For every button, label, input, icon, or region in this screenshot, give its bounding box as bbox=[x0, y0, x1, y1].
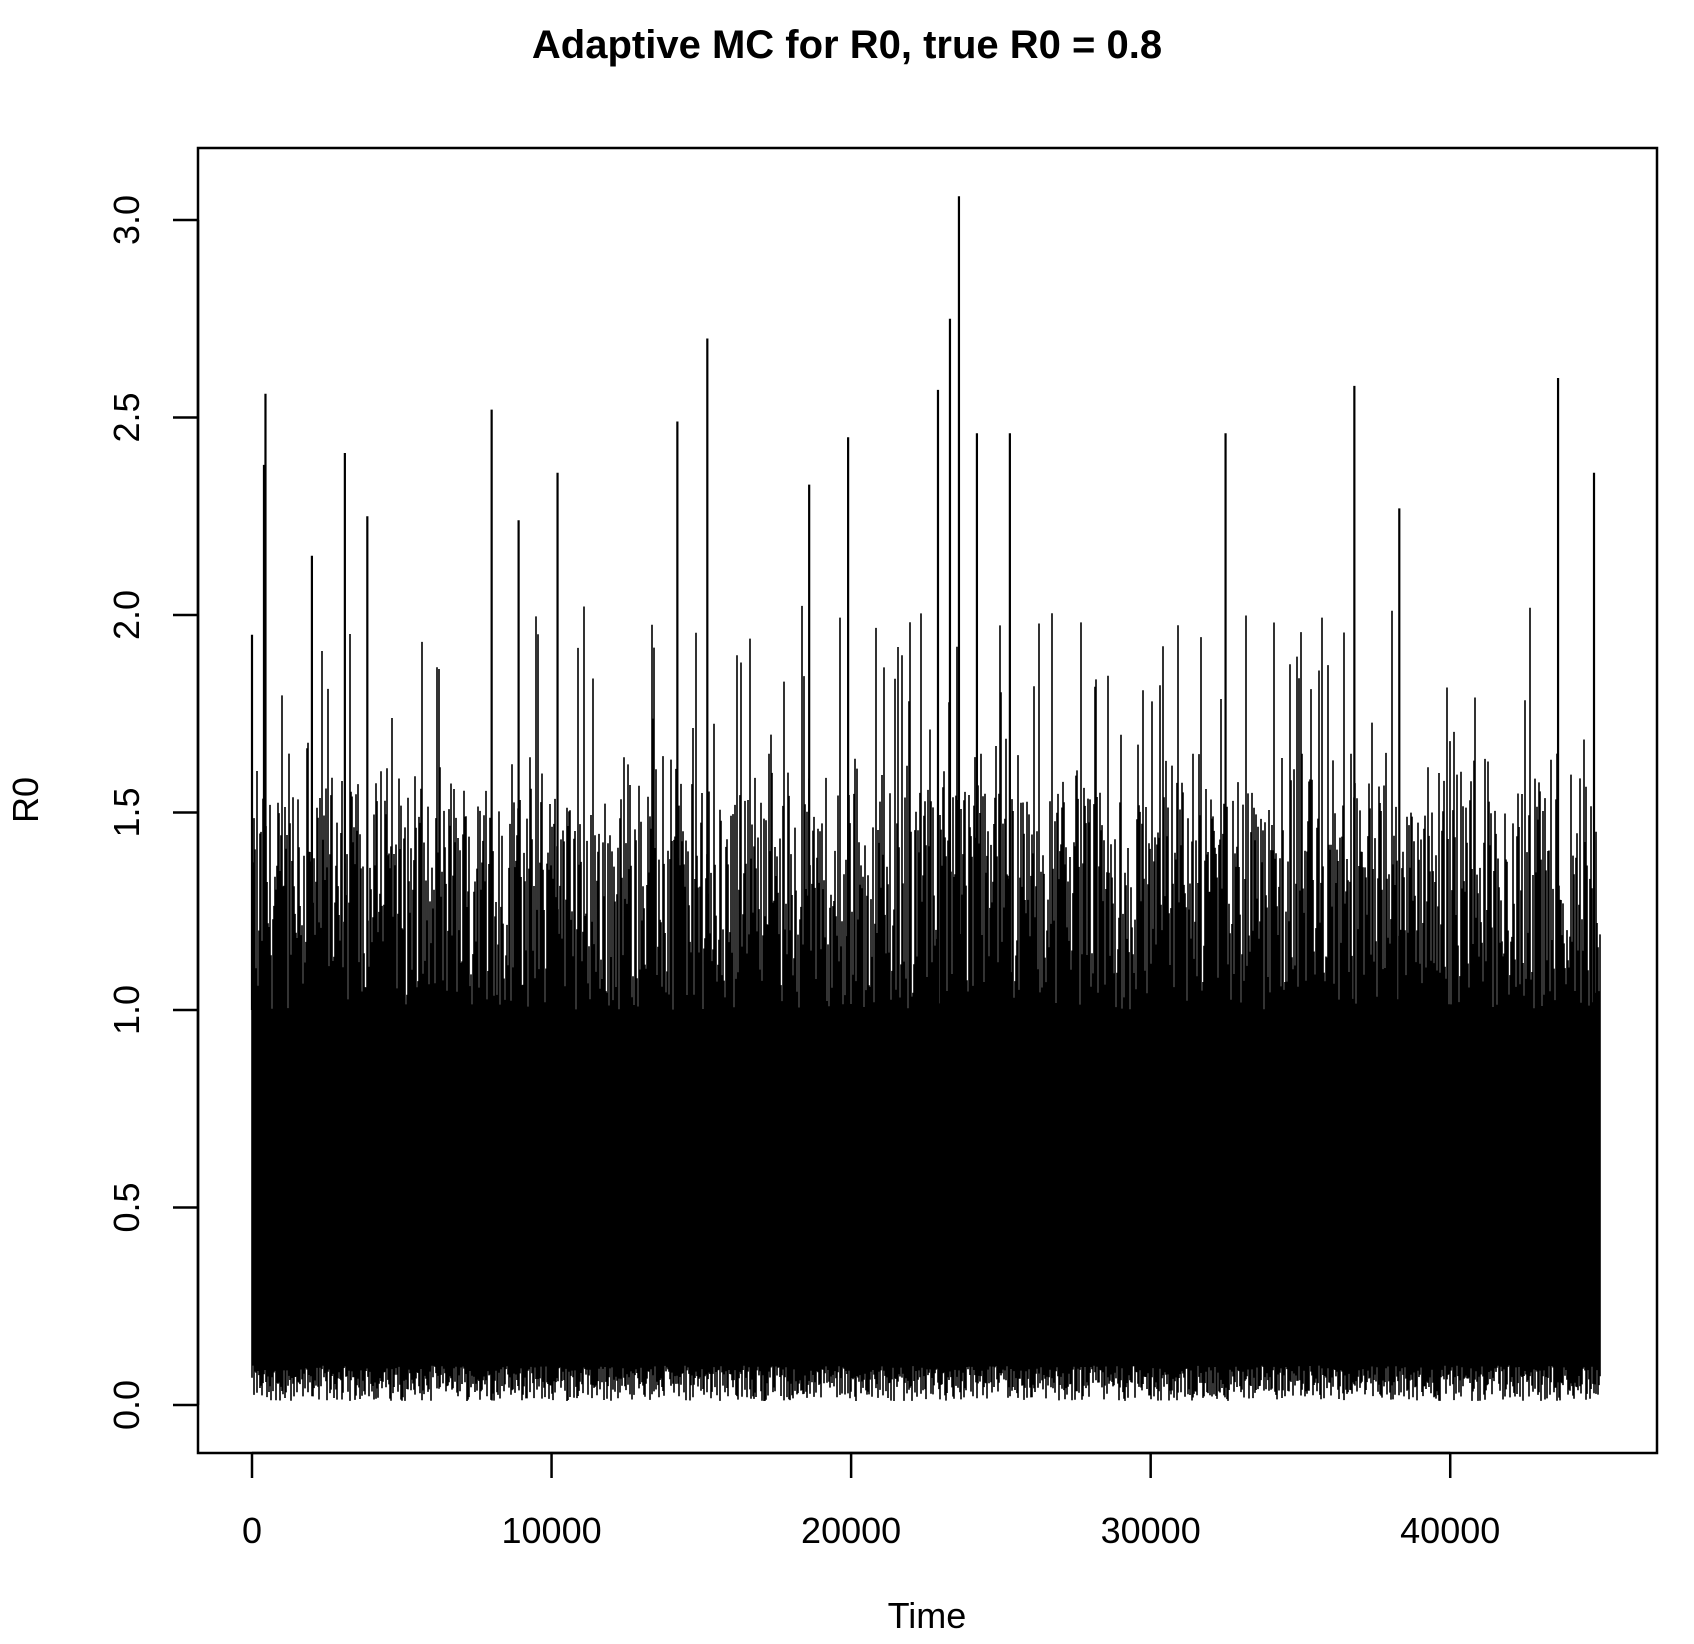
y-axis-label: R0 bbox=[5, 777, 46, 823]
x-axis: 0 10000 20000 30000 40000 bbox=[242, 1451, 1500, 1551]
y-tick-label: 2.0 bbox=[106, 590, 147, 640]
x-axis-label: Time bbox=[888, 1595, 967, 1636]
x-tick-label: 30000 bbox=[1101, 1510, 1201, 1551]
y-tick-label: 0.0 bbox=[106, 1380, 147, 1430]
y-tick-label: 0.5 bbox=[106, 1182, 147, 1232]
y-axis: 0.0 0.5 1.0 1.5 2.0 2.5 3.0 bbox=[106, 195, 200, 1430]
y-tick-label: 1.5 bbox=[106, 787, 147, 837]
trace-core bbox=[252, 1041, 1600, 1350]
x-tick-label: 0 bbox=[242, 1510, 262, 1551]
series-trace bbox=[250, 196, 1601, 1401]
y-tick-label: 2.5 bbox=[106, 392, 147, 442]
y-tick-label: 3.0 bbox=[106, 195, 147, 245]
y-tick-label: 1.0 bbox=[106, 985, 147, 1035]
x-tick-label: 10000 bbox=[502, 1510, 602, 1551]
x-tick-label: 20000 bbox=[801, 1510, 901, 1551]
x-tick-label: 40000 bbox=[1400, 1510, 1500, 1551]
chart-title: Adaptive MC for R0, true R0 = 0.8 bbox=[532, 23, 1162, 67]
